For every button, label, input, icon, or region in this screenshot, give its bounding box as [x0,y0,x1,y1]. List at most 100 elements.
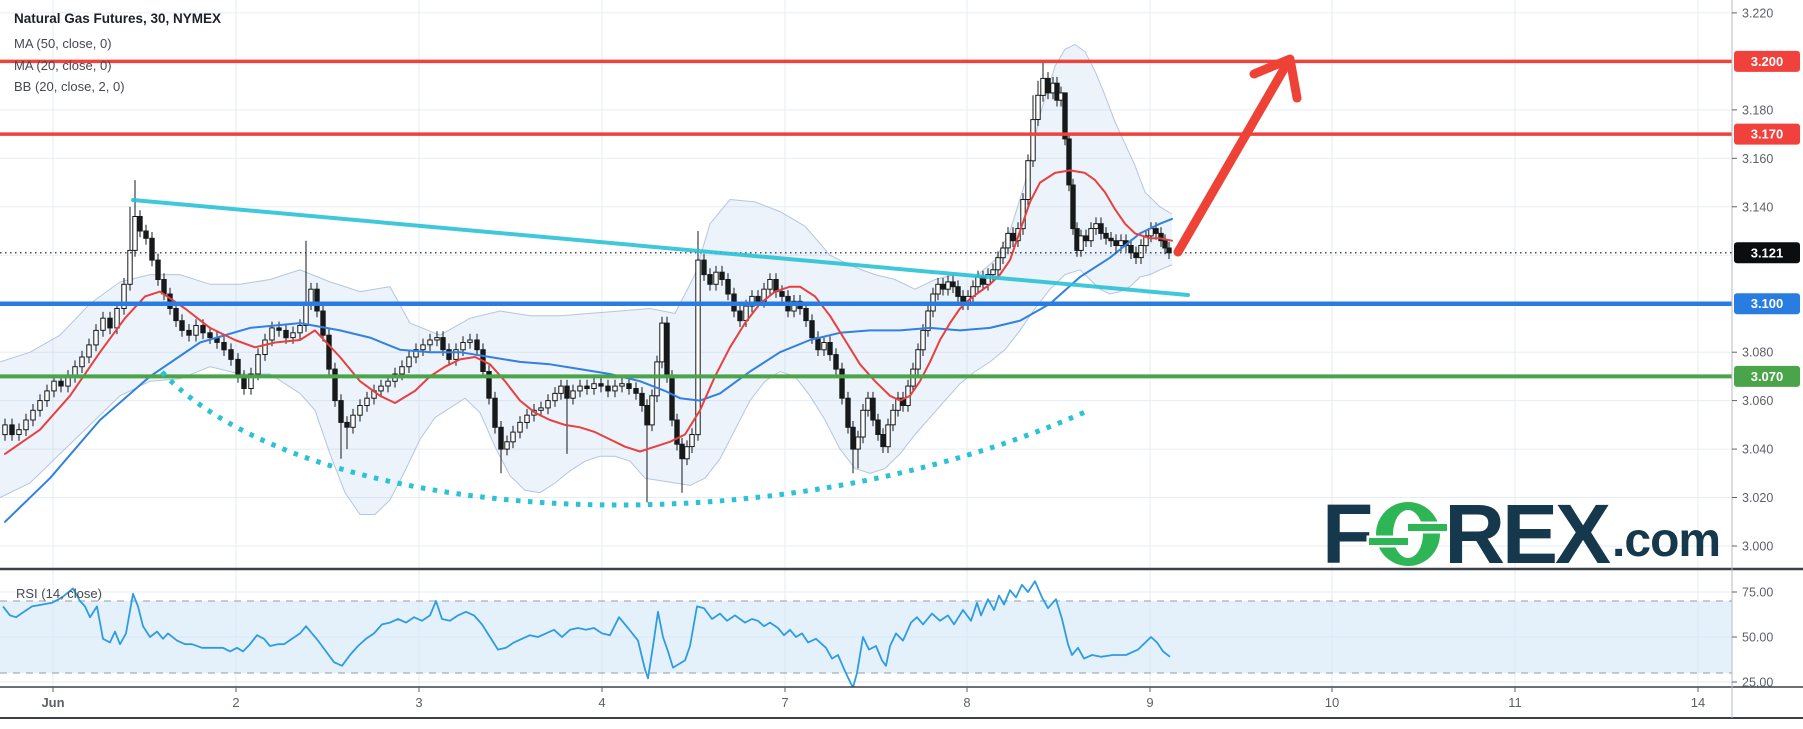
candle-body [399,366,405,375]
candle-body [16,429,22,436]
time-tick-label: 10 [1325,695,1339,710]
candle-body [385,380,391,387]
candle-body [995,257,1001,271]
candle-body [193,325,199,336]
candle-body [467,339,473,343]
indicator-label-ma20[interactable]: MA (20, close, 0) [14,57,112,73]
candle-body [1133,252,1139,259]
candle-body [1030,119,1036,162]
candle-body [639,392,645,406]
candle-body [679,443,685,460]
level-3.200-badge [1734,50,1800,72]
projection-arrow-head[interactable] [1249,54,1302,103]
candle-body [37,400,43,411]
time-tick-label: 3 [415,695,422,710]
candle-body [1138,245,1144,259]
candle-body [434,337,440,341]
candle-body [684,446,690,460]
time-tick-label: 9 [1146,695,1153,710]
candle-body [121,283,127,309]
candle-body [860,409,866,438]
candle-body [985,274,991,285]
candle-body [552,392,558,402]
indicator-label-ma50[interactable]: MA (50, close, 0) [14,36,112,51]
candle-body [326,334,332,370]
candle-body [725,279,731,295]
trendline-descending[interactable] [131,198,1190,297]
candle-body [1025,160,1031,200]
candle-body [143,230,149,239]
candle-body [276,327,282,331]
rsi-line [2,580,1171,687]
candle-body [303,303,309,327]
candle-body [269,327,275,341]
price-tick-label: 3.060 [1742,394,1773,408]
candle-body [695,259,701,436]
candle-body [839,368,845,399]
candle-body [283,329,289,339]
candle-body [654,361,660,397]
symbol-title[interactable]: Natural Gas Futures, 30, NYMEX [14,11,222,26]
candle-body [248,373,254,389]
candle-body [297,325,303,334]
candle-body [558,385,564,394]
candle-body [850,426,856,450]
candle-body [44,390,50,402]
price-tick-label: 3.040 [1742,443,1773,457]
legend: Natural Gas Futures, 30, NYMEX MA (50, c… [14,11,221,98]
time-tick-label: 11 [1508,695,1522,710]
price-tick-label: 3.000 [1742,540,1773,554]
candle-body [9,424,15,436]
price-tick-label: 3.160 [1742,152,1773,166]
candle-body [855,436,861,450]
logo-o-icon [1369,502,1448,566]
candle-body [1054,82,1060,101]
level-3.070-badge [1734,365,1800,387]
candle-body [338,400,344,423]
candle-body [701,259,707,276]
candle-body [870,397,876,421]
candle-body [173,308,179,322]
candle-body [689,434,695,448]
candle-body [707,274,713,285]
candle-body [674,419,680,445]
rsi-tick-label: 25.00 [1742,676,1773,690]
candle-body [875,419,881,435]
candle-body [749,295,755,307]
candle-body [545,400,551,409]
candle-body [86,344,92,358]
candle-body [890,409,896,426]
candle-body [320,310,326,336]
candle-body [827,342,833,356]
candle-body [2,424,8,436]
candle-body [474,339,480,351]
candle-body [1062,92,1068,140]
candle-body [1088,228,1094,242]
candle-body [127,249,133,285]
candle-body [925,310,931,331]
candle-body [524,414,530,424]
candle-body [510,431,516,443]
indicator-label-bb[interactable]: BB (20, close, 2, 0) [14,79,125,94]
indicator-label-rsi[interactable]: RSI (14, close) [16,586,102,601]
candle-body [719,271,725,281]
candle-body [577,385,583,392]
time-tick-label: Jun [41,695,64,710]
last-price-badge-label: 3.121 [1751,245,1784,260]
time-tick-label: 8 [963,695,970,710]
time-tick-label: 7 [781,695,788,710]
candle-body [880,434,886,448]
candle-body [865,397,871,411]
candle-body [940,283,946,290]
projection-arrow-shaft[interactable] [1173,57,1293,257]
candle-body [167,293,173,309]
candle-body [440,337,446,351]
candle-body [93,329,99,346]
rounding-bottom-arc[interactable] [160,370,1087,508]
candle-body [1108,237,1114,242]
candle-body [137,216,143,232]
candle-body [406,356,412,368]
candle-body [644,405,650,426]
candle-body [950,281,956,288]
